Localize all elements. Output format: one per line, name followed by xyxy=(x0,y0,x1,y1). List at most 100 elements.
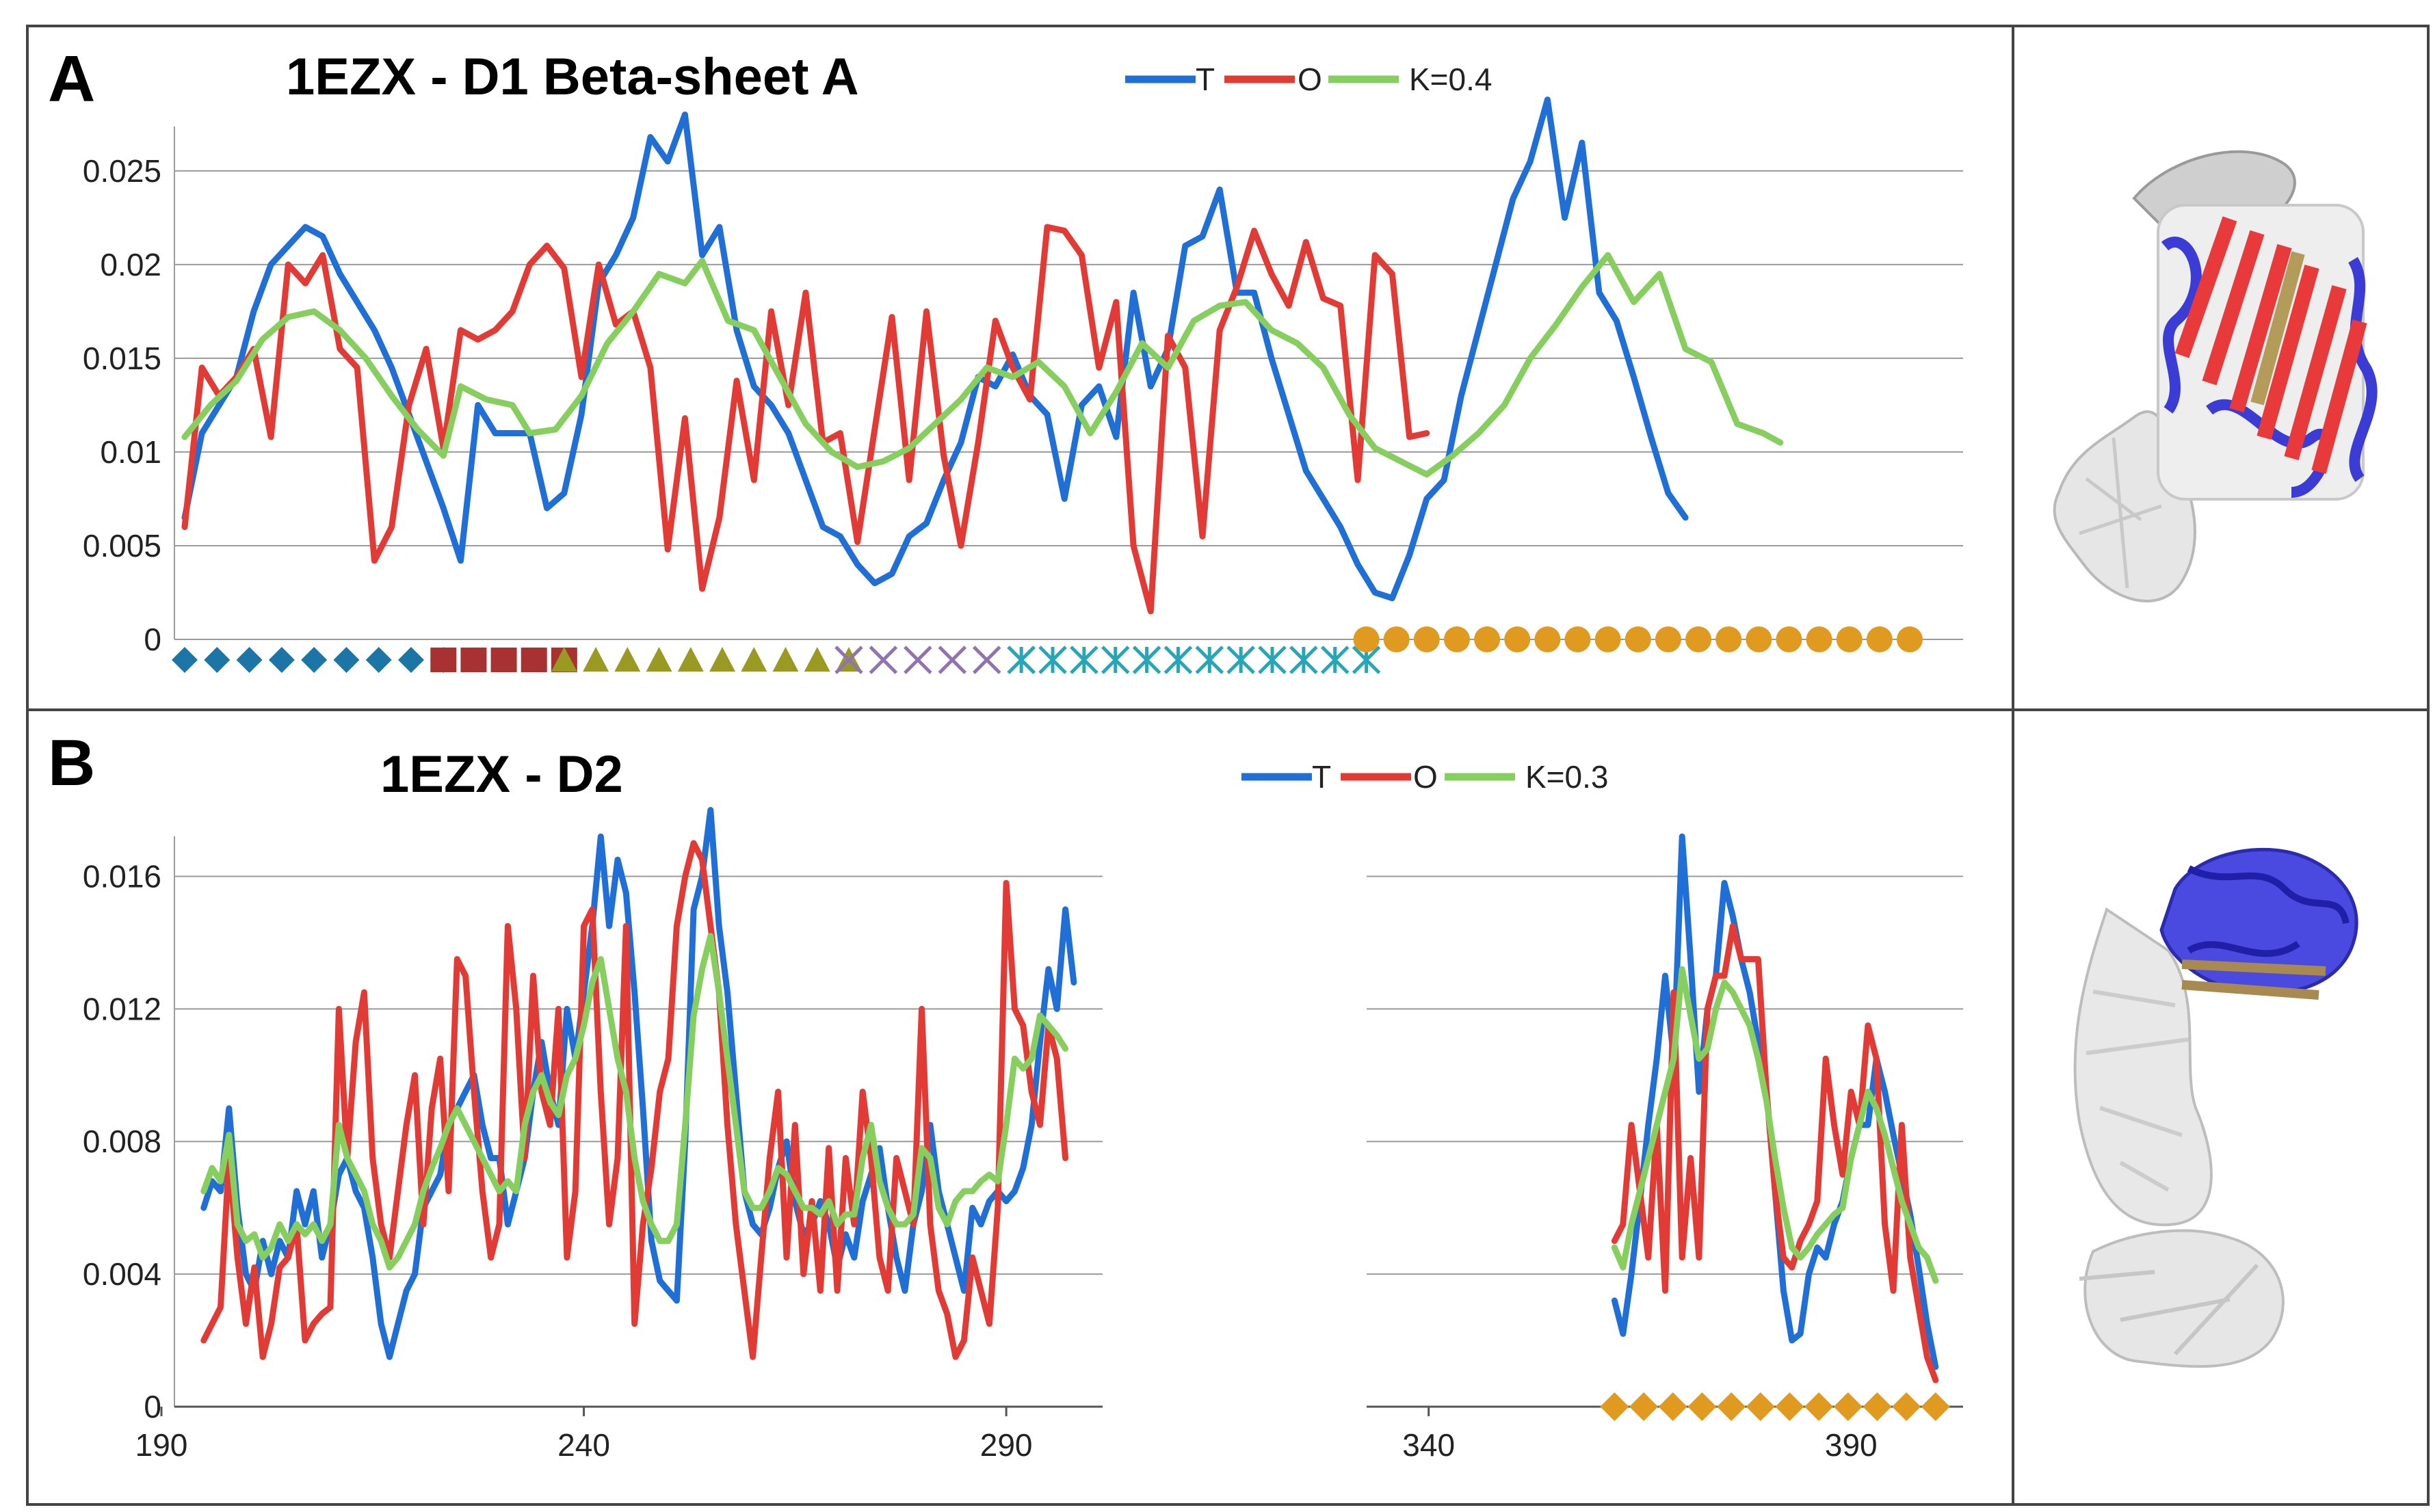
segment-marker-4-7 xyxy=(1226,646,1255,674)
segment-marker-5-9 xyxy=(1625,626,1651,652)
panel-a-legend: T O K=0.4 xyxy=(1125,62,1492,97)
segment-marker-5-13 xyxy=(1746,626,1772,652)
legend-b-t-label: T xyxy=(1312,759,1331,795)
segment-marker-0-3 xyxy=(268,647,295,673)
segment-marker-4-9 xyxy=(1289,646,1318,674)
segment-marker-2-7 xyxy=(772,647,799,672)
segment-marker-1-2 xyxy=(490,647,517,673)
panel-a-title: 1EZX - D1 Beta-sheet A xyxy=(286,48,859,106)
segment-marker-4-5 xyxy=(1163,646,1193,674)
series-line-2-0 xyxy=(181,252,1784,478)
segment-marker-5-4 xyxy=(1474,626,1501,652)
y-tick-label-4: 0.016 xyxy=(83,858,161,894)
segment-marker-0-8 xyxy=(1833,1392,1863,1421)
segment-marker-5-8 xyxy=(1594,626,1621,652)
segment-marker-5-3 xyxy=(1443,626,1470,652)
segment-marker-5-18 xyxy=(1897,626,1923,652)
segment-marker-5-11 xyxy=(1685,626,1712,652)
segment-marker-1-1 xyxy=(460,647,487,673)
panel-a-frame xyxy=(26,25,2430,711)
segment-marker-0-4 xyxy=(301,647,328,673)
x-tick-label-0: 190 xyxy=(135,1427,188,1463)
y-tick-label-3: 0.012 xyxy=(83,991,161,1026)
segment-marker-5-5 xyxy=(1504,626,1531,652)
segment-marker-4-1 xyxy=(1038,646,1067,674)
segment-marker-5-15 xyxy=(1806,626,1832,652)
y-tick-label-2: 0.01 xyxy=(100,434,161,470)
segment-marker-0-5 xyxy=(1746,1392,1775,1421)
segment-marker-2-6 xyxy=(741,647,767,672)
segment-marker-0-6 xyxy=(365,647,392,673)
segment-marker-3-1 xyxy=(869,646,898,674)
protein-structure-b-icon xyxy=(2073,847,2358,1368)
protein-structure-a-icon xyxy=(2053,150,2378,602)
panel-a-letter: A xyxy=(48,42,95,116)
series-line-1-1 xyxy=(1611,923,1939,1383)
segment-marker-4-3 xyxy=(1101,646,1130,674)
segment-marker-4-0 xyxy=(1007,646,1036,674)
segment-marker-0-9 xyxy=(1863,1392,1892,1421)
segment-marker-5-16 xyxy=(1836,626,1863,652)
segment-marker-5-17 xyxy=(1866,626,1893,652)
segment-marker-4-8 xyxy=(1258,646,1287,674)
y-tick-label-3: 0.015 xyxy=(83,341,161,376)
segment-marker-0-6 xyxy=(1775,1392,1804,1421)
segment-marker-0-11 xyxy=(1921,1392,1950,1421)
segment-marker-0-2 xyxy=(236,647,263,673)
y-tick-label-5: 0.025 xyxy=(83,153,161,189)
segment-marker-0-0 xyxy=(1600,1392,1629,1421)
segment-marker-2-5 xyxy=(709,647,736,672)
segment-markers xyxy=(1600,1392,1950,1421)
segment-marker-0-7 xyxy=(398,647,425,673)
y-tick-label-0: 0 xyxy=(144,622,161,657)
panel-a-plot: 0 0.005 0.01 0.015 0.02 0.025 xyxy=(83,96,1963,674)
segment-marker-4-4 xyxy=(1132,646,1161,674)
series-line-0-0 xyxy=(181,96,1689,602)
series-line-1-0 xyxy=(181,224,1430,615)
segment-marker-1-3 xyxy=(521,647,547,673)
x-tick-label-2: 290 xyxy=(980,1427,1033,1463)
segment-marker-5-1 xyxy=(1383,626,1410,652)
x-tick-label-3: 340 xyxy=(1402,1427,1455,1463)
series-line-2-1 xyxy=(1611,966,1939,1284)
series-O xyxy=(181,224,1430,615)
legend-a-t-label: T xyxy=(1196,62,1215,97)
segment-markers xyxy=(172,626,1923,674)
segment-marker-5-0 xyxy=(1353,626,1380,652)
segment-marker-2-8 xyxy=(804,647,830,672)
segment-marker-2-2 xyxy=(614,647,641,672)
legend-b-k-label: K=0.3 xyxy=(1525,759,1609,795)
segment-marker-5-12 xyxy=(1715,626,1742,652)
segment-marker-2-3 xyxy=(646,647,672,672)
y-tick-label-1: 0.004 xyxy=(83,1256,161,1292)
y-tick-label-2: 0.008 xyxy=(83,1124,161,1159)
series-T xyxy=(181,96,1689,602)
series-K=0.3 xyxy=(200,933,1939,1284)
segment-marker-0-2 xyxy=(1658,1392,1687,1421)
segment-marker-3-3 xyxy=(938,646,967,674)
segment-marker-5-14 xyxy=(1776,626,1802,652)
y-tick-label-4: 0.02 xyxy=(100,247,161,282)
segment-marker-0-1 xyxy=(1629,1392,1659,1421)
legend-b-o-label: O xyxy=(1413,759,1438,795)
panel-b-title: 1EZX - D2 xyxy=(380,745,623,804)
legend-a-k-label: K=0.4 xyxy=(1409,62,1492,97)
segment-marker-2-4 xyxy=(677,647,704,672)
y-tick-label-1: 0.005 xyxy=(83,528,161,563)
segment-marker-4-6 xyxy=(1195,646,1224,674)
segment-marker-4-2 xyxy=(1070,646,1099,674)
x-tick-label-4: 390 xyxy=(1825,1427,1878,1463)
x-tick-label-1: 240 xyxy=(557,1427,610,1463)
segment-marker-2-0 xyxy=(551,647,577,672)
y-tick-label-0: 0 xyxy=(144,1389,161,1424)
segment-marker-0-5 xyxy=(333,647,360,673)
segment-marker-0-4 xyxy=(1717,1392,1746,1421)
series-line-2-0 xyxy=(200,933,1069,1271)
segment-marker-0-0 xyxy=(172,647,198,673)
segment-marker-5-6 xyxy=(1534,626,1561,652)
segment-marker-2-1 xyxy=(583,647,609,672)
panel-b-letter: B xyxy=(48,726,95,799)
segment-marker-5-2 xyxy=(1413,626,1440,652)
segment-marker-3-0 xyxy=(834,646,863,674)
